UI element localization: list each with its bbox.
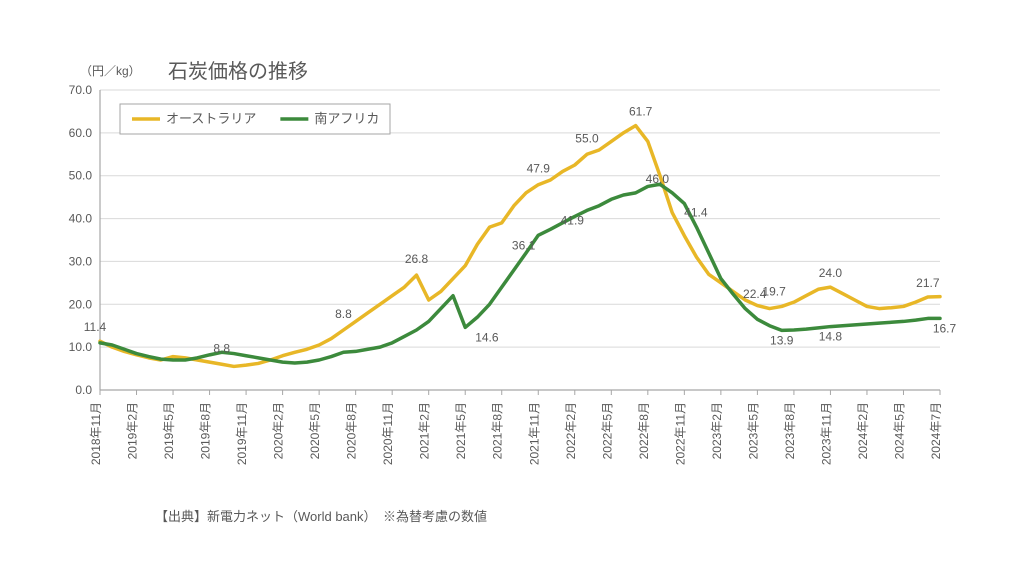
x-tick-label: 2018年11月 [89, 402, 103, 465]
data-label: 19.7 [762, 285, 786, 299]
legend-label: 南アフリカ [314, 111, 379, 126]
chart-title: 石炭価格の推移 [168, 55, 308, 84]
x-tick-label: 2023年5月 [746, 402, 760, 459]
y-tick-label: 60.0 [69, 126, 93, 140]
data-label: 36.1 [512, 238, 536, 252]
x-tick-label: 2022年5月 [600, 402, 614, 459]
x-tick-label: 2024年2月 [856, 402, 870, 459]
data-label: 41.9 [561, 213, 585, 227]
y-tick-label: 70.0 [69, 83, 93, 97]
data-label: 11.4 [84, 320, 107, 334]
y-tick-label: 0.0 [75, 383, 92, 397]
data-label: 26.8 [405, 252, 429, 266]
x-tick-label: 2021年2月 [418, 402, 432, 459]
legend-label: オーストラリア [166, 111, 256, 126]
x-tick-label: 2020年2月 [272, 402, 286, 459]
y-axis-unit: （円／kg） [80, 62, 141, 79]
data-label: 21.7 [916, 276, 940, 290]
series-line [100, 184, 940, 363]
data-label: 61.7 [629, 105, 653, 119]
x-tick-label: 2023年8月 [783, 402, 797, 459]
data-label: 24.0 [819, 266, 843, 280]
x-tick-label: 2020年11月 [381, 402, 395, 465]
x-tick-label: 2023年11月 [819, 402, 833, 465]
x-tick-label: 2021年8月 [491, 402, 505, 459]
data-label: 47.9 [527, 162, 551, 176]
y-tick-label: 30.0 [69, 254, 93, 268]
data-label: 13.9 [770, 333, 794, 347]
x-tick-label: 2022年2月 [564, 402, 578, 459]
x-tick-label: 2022年11月 [673, 402, 687, 465]
y-tick-label: 20.0 [69, 297, 93, 311]
data-label: 41.4 [684, 206, 708, 220]
data-label: 46.0 [646, 172, 670, 186]
x-tick-label: 2024年7月 [929, 402, 943, 459]
x-tick-label: 2022年8月 [637, 402, 651, 459]
x-tick-label: 2020年5月 [308, 402, 322, 459]
x-tick-label: 2024年5月 [892, 402, 906, 459]
x-tick-label: 2019年8月 [199, 402, 213, 459]
x-tick-label: 2021年5月 [454, 402, 468, 459]
data-label: 16.7 [933, 321, 957, 335]
data-label: 8.8 [335, 307, 352, 321]
x-tick-label: 2023年2月 [710, 402, 724, 459]
chart-svg: 0.0 10.0 20.0 30.0 40.0 50.0 60.0 70.0 2018年11月 2… [0, 0, 1024, 576]
data-label: 8.8 [213, 341, 230, 355]
x-tick-label: 2019年2月 [126, 402, 140, 459]
x-tick-label: 2021年11月 [527, 402, 541, 465]
data-label: 14.6 [475, 330, 499, 344]
x-tick-label: 2019年5月 [162, 402, 176, 459]
data-label: 14.8 [819, 330, 843, 344]
coal-price-chart: （円／kg） 石炭価格の推移 0.0 10.0 20.0 30.0 40.0 50.0 60… [0, 0, 1024, 576]
y-tick-label: 10.0 [69, 340, 93, 354]
x-tick-label: 2019年11月 [235, 402, 249, 465]
x-tick-label: 2020年8月 [345, 402, 359, 459]
y-tick-label: 40.0 [69, 212, 93, 226]
source-note: 【出典】新電力ネット（World bank） ※為替考慮の数値 [155, 506, 487, 525]
y-tick-label: 50.0 [69, 169, 93, 183]
data-label: 55.0 [575, 131, 599, 145]
